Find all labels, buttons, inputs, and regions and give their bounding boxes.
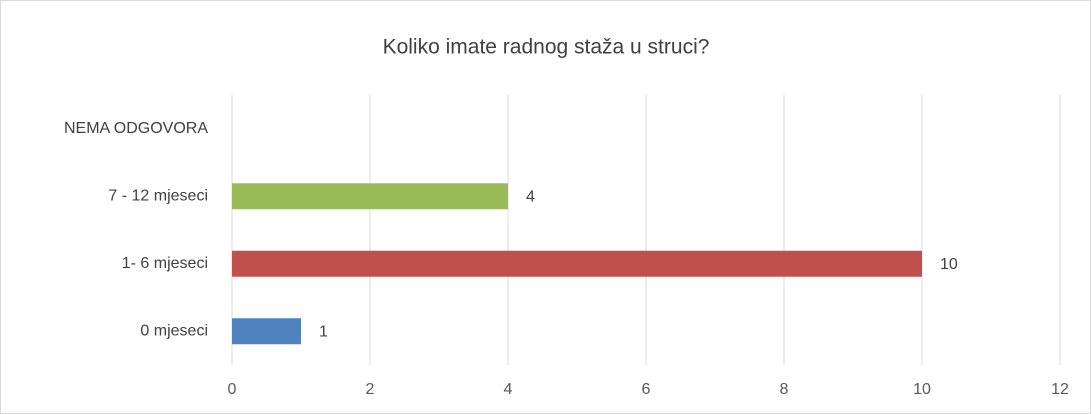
chart-title: Koliko imate radnog staža u struci? [383, 36, 710, 59]
x-tick-label: 6 [642, 381, 651, 398]
x-tick-label: 10 [913, 381, 931, 398]
bar [232, 318, 301, 345]
y-tick-label: 1- 6 mjeseci [122, 255, 208, 272]
x-tick-label: 12 [1051, 381, 1069, 398]
data-label: 4 [526, 188, 535, 205]
x-tick-label: 8 [780, 381, 789, 398]
y-tick-label: 7 - 12 mjeseci [108, 187, 208, 204]
bar [232, 250, 922, 277]
x-tick-label: 2 [366, 381, 375, 398]
y-tick-label: 0 mjeseci [140, 322, 208, 339]
bar [232, 183, 508, 210]
y-tick-label: NEMA ODGOVORA [64, 120, 208, 137]
x-tick-label: 0 [228, 381, 237, 398]
data-label: 1 [319, 323, 328, 340]
data-label: 10 [940, 256, 958, 273]
x-tick-label: 4 [504, 381, 513, 398]
